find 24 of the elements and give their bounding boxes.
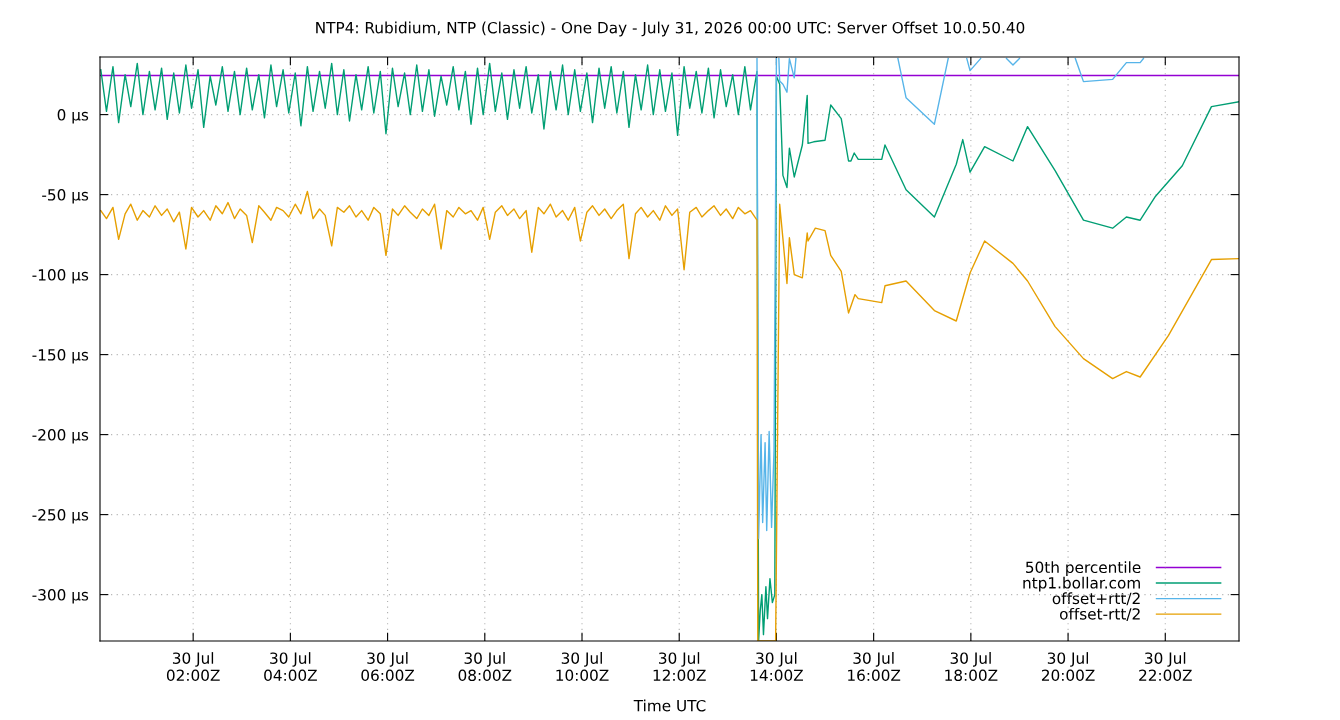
y-tick-label: 0 µs <box>57 109 89 124</box>
legend-label: offset+rtt/2 <box>1052 592 1140 606</box>
y-tick-label: -50 µs <box>42 189 89 204</box>
x-tick-label: 30 Jul 14:00Z <box>750 652 803 682</box>
x-tick-label: 30 Jul 04:00Z <box>264 652 317 682</box>
x-tick-label: 30 Jul 12:00Z <box>653 652 706 682</box>
x-tick-label: 30 Jul 02:00Z <box>166 652 220 682</box>
legend-label: ntp1.bollar.com <box>1023 576 1140 592</box>
x-tick-label: 30 Jul 18:00Z <box>945 652 998 682</box>
legend-label: 50th percentile <box>1026 561 1141 577</box>
x-tick-label: 30 Jul 20:00Z <box>1041 652 1095 682</box>
x-tick-label: 30 Jul 16:00Z <box>848 652 901 682</box>
y-tick-label: -250 µs <box>32 509 89 524</box>
x-tick-label: 30 Jul 08:00Z <box>458 652 512 682</box>
x-tick-label: 30 Jul 06:00Z <box>361 652 415 682</box>
legend-label: offset-rtt/2 <box>1059 607 1140 621</box>
y-tick-label: -300 µs <box>32 589 89 604</box>
chart-title: NTP4: Rubidium, NTP (Classic) - One Day - July 31, 2026 00:00 UTC: Server Offset 10.0.50.40 <box>316 21 1025 37</box>
y-tick-label: -150 µs <box>32 349 89 364</box>
x-tick-label: 30 Jul 10:00Z <box>556 652 609 682</box>
y-tick-label: -100 µs <box>32 269 89 284</box>
x-axis-title: Time UTC <box>633 699 706 712</box>
x-tick-label: 30 Jul 22:00Z <box>1139 652 1192 682</box>
y-tick-label: -200 µs <box>32 429 89 444</box>
